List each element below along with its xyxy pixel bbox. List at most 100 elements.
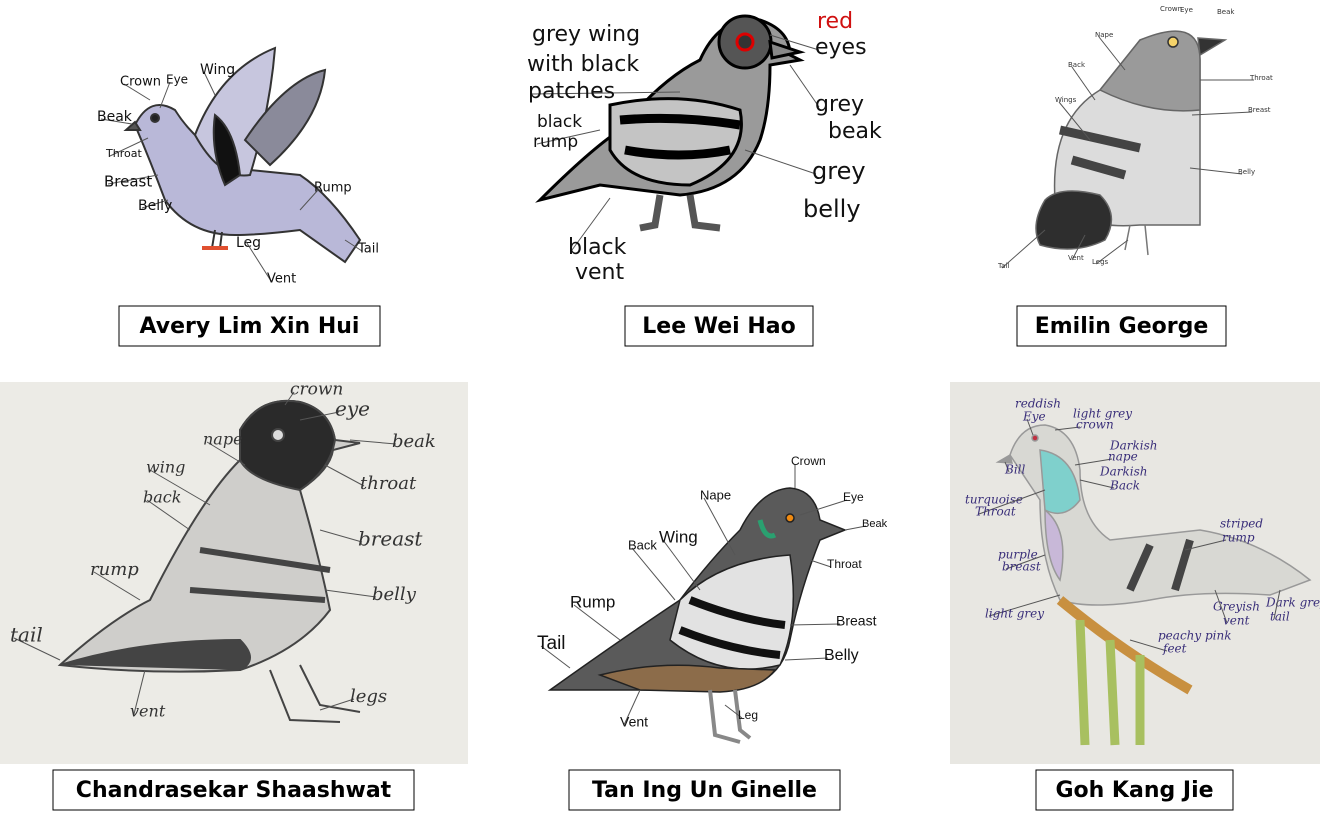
part-label: Crown — [120, 75, 161, 90]
leader-line — [149, 469, 211, 506]
leader-line — [146, 499, 191, 531]
part-label: tail — [1270, 610, 1290, 624]
part-label: Beak — [1217, 8, 1235, 16]
part-label: Vent — [620, 714, 648, 730]
part-label: Wings — [1055, 96, 1077, 104]
part-label: Leg — [236, 235, 261, 251]
name-box — [1035, 769, 1234, 811]
part-label: Rump — [314, 181, 352, 196]
leader-line — [1071, 234, 1086, 261]
part-label: Nape — [1095, 31, 1113, 39]
part-label: throat — [360, 473, 417, 494]
part-label: purple — [998, 548, 1038, 562]
leader-line — [1191, 111, 1253, 116]
leader-line — [244, 239, 272, 282]
part-label: Eye — [843, 490, 864, 504]
part-label: vent — [1223, 614, 1250, 628]
leader-line — [1026, 418, 1034, 436]
part-label: nape — [1108, 450, 1138, 464]
leader-line — [1214, 589, 1228, 624]
leader-line — [206, 441, 246, 466]
part-label: rump — [533, 132, 578, 152]
leader-line — [540, 645, 571, 669]
part-label: Greyish — [1213, 600, 1260, 614]
leader-line — [1098, 36, 1126, 71]
part-label: light grey — [985, 607, 1044, 621]
leader-line — [299, 189, 319, 211]
part-label: legs — [350, 686, 387, 707]
student-name: Avery Lim Xin Hui — [140, 314, 360, 339]
part-label: Eye — [166, 73, 188, 87]
part-label: Eye — [1022, 410, 1046, 424]
part-label: Breast — [104, 173, 152, 191]
student-name: Tan Ing Un Ginelle — [592, 778, 817, 803]
part-label: Crown — [1160, 5, 1182, 13]
part-label: Beak — [862, 518, 888, 530]
part-label: red — [817, 9, 853, 34]
leader-line — [349, 439, 397, 445]
part-label: back — [143, 488, 181, 507]
leader-line — [109, 137, 149, 157]
leader-line — [344, 239, 363, 252]
part-label: light grey — [1073, 407, 1132, 421]
leader-line — [1054, 426, 1081, 431]
leader-line — [988, 594, 1061, 617]
leader-line — [299, 411, 340, 421]
name-box — [52, 769, 415, 811]
leader-line — [100, 118, 133, 125]
part-label: crown — [290, 380, 343, 400]
leader-line — [724, 704, 743, 719]
leader-line — [623, 689, 641, 726]
leader-line — [319, 698, 355, 711]
leader-line — [324, 464, 365, 487]
part-label: Tail — [997, 262, 1009, 270]
leader-line — [784, 657, 829, 661]
part-label: Leg — [738, 708, 758, 722]
part-label: Nape — [700, 487, 731, 502]
leader-line — [1079, 479, 1115, 489]
leader-line — [662, 539, 701, 591]
leader-line — [531, 91, 681, 95]
leader-line — [123, 83, 151, 101]
part-label: Belly — [824, 647, 859, 664]
part-label: Wing — [200, 62, 235, 78]
leader-line — [703, 497, 736, 556]
leader-line — [1004, 461, 1010, 473]
leader-line — [1058, 101, 1091, 141]
leader-line — [159, 81, 171, 109]
part-label: Legs — [1092, 258, 1109, 266]
part-label: Bill — [1004, 463, 1025, 477]
part-label: Back — [628, 537, 657, 552]
leader-line — [107, 174, 159, 185]
student-name: Chandrasekar Shaashwat — [76, 778, 392, 803]
leader-line — [536, 129, 601, 145]
name-box — [118, 305, 381, 347]
part-label: Darkish — [1109, 439, 1158, 453]
part-label: Dark grey — [1265, 596, 1320, 610]
part-label: rump — [90, 559, 139, 580]
part-label: patches — [528, 79, 615, 104]
part-label: Back — [1109, 479, 1140, 493]
pigeon-drawing — [535, 14, 806, 232]
leader-line — [1095, 239, 1129, 265]
part-label: grey — [812, 157, 866, 185]
pigeon-drawing — [1035, 30, 1228, 256]
name-box — [1016, 305, 1227, 347]
leader-line — [1005, 554, 1046, 570]
part-label: breast — [1002, 560, 1041, 574]
part-label: Back — [1068, 61, 1086, 69]
part-label: Belly — [1238, 168, 1255, 176]
name-box — [624, 305, 814, 347]
part-label: wing — [146, 458, 185, 477]
part-label: breast — [358, 527, 423, 551]
leader-line — [1071, 66, 1096, 101]
leader-line — [789, 64, 820, 108]
part-label: Wing — [659, 527, 698, 546]
part-label: reddish — [1015, 397, 1061, 411]
part-label: belly — [803, 195, 861, 223]
part-label: belly — [372, 584, 417, 605]
leader-line — [571, 197, 611, 251]
part-label: crown — [1076, 418, 1114, 432]
